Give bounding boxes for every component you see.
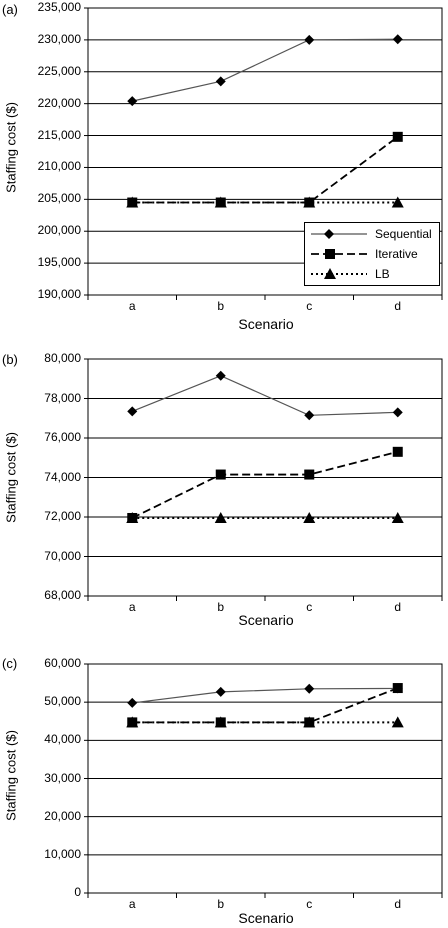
- series-sequential-point: [215, 76, 226, 87]
- y-tick-label: 235,000: [37, 0, 81, 14]
- chart-panel-a: (a) Staffing cost ($) Scenario Sequentia…: [0, 0, 448, 340]
- series-sequential-point: [215, 686, 226, 697]
- y-tick-label: 195,000: [37, 255, 81, 270]
- x-tick-label: b: [217, 897, 225, 911]
- series-sequential-point: [127, 406, 138, 417]
- y-tick-label: 20,000: [44, 808, 81, 823]
- legend-label: Sequential: [375, 227, 432, 241]
- x-tick-label: c: [306, 299, 313, 313]
- legend-swatch: [311, 229, 367, 239]
- legend-swatch: [311, 249, 367, 259]
- series-sequential-point: [127, 96, 138, 107]
- panel-label: (c): [2, 656, 18, 671]
- series-sequential-point: [392, 683, 403, 694]
- series-sequential-point: [392, 407, 403, 418]
- series-iterative-line: [132, 687, 399, 724]
- series-iterative-point: [215, 469, 226, 480]
- series-iterative-point: [127, 197, 138, 208]
- panel-label: (a): [2, 2, 18, 17]
- series-iterative-line: [131, 450, 398, 519]
- y-tick-label: 68,000: [44, 588, 81, 602]
- series-lb-point: [391, 196, 404, 208]
- y-tick-label: 215,000: [37, 127, 81, 142]
- series-iterative-point: [304, 717, 315, 728]
- legend-label: LB: [375, 267, 390, 281]
- x-axis-title: Scenario: [238, 316, 294, 332]
- chart-panel-b: (b) Staffing cost ($) Scenario 68,000 70,…: [2, 351, 443, 628]
- x-axis-title: Scenario: [238, 612, 294, 628]
- series-sequential-point: [215, 370, 226, 381]
- y-tick-label: 78,000: [44, 390, 81, 405]
- legend-item-iterative: Iterative: [305, 244, 439, 264]
- series-lb-point: [391, 511, 404, 523]
- legend-item-sequential: Sequential: [305, 224, 439, 244]
- y-tick-label: 190,000: [37, 287, 81, 301]
- plot-area: [84, 358, 443, 601]
- y-tick-label: 220,000: [37, 95, 81, 110]
- y-tick-label: 50,000: [44, 694, 81, 709]
- y-tick-label: 0: [74, 885, 81, 899]
- legend: Sequential Iterative LB: [304, 222, 440, 286]
- y-tick-label: 10,000: [44, 846, 81, 861]
- y-tick-label: 205,000: [37, 191, 81, 206]
- y-tick-label: 72,000: [44, 509, 81, 523]
- series-iterative-line: [132, 136, 399, 204]
- x-tick-label: a: [128, 299, 136, 313]
- series-sequential-point: [127, 697, 138, 708]
- series-sequential-line: [132, 687, 398, 704]
- legend-label: Iterative: [375, 247, 418, 261]
- y-tick-label: 225,000: [37, 63, 81, 78]
- x-tick-label: d: [394, 299, 402, 313]
- series-sequential-point: [304, 410, 315, 421]
- series-iterative-point: [304, 197, 315, 208]
- series-sequential-line: [132, 38, 398, 102]
- series-iterative-point: [215, 717, 226, 728]
- x-tick-label: a: [128, 600, 136, 614]
- x-tick-label: c: [306, 897, 313, 911]
- x-tick-label: d: [394, 600, 402, 614]
- series-iterative-point: [392, 131, 403, 142]
- y-tick-label: 80,000: [44, 351, 81, 365]
- x-axis-title: Scenario: [238, 910, 294, 926]
- x-tick-label: d: [394, 897, 402, 911]
- y-tick-label: 210,000: [37, 159, 81, 174]
- y-tick-label: 200,000: [37, 223, 81, 238]
- y-tick-label: 30,000: [44, 770, 81, 785]
- series-lb-point: [391, 716, 404, 728]
- plot-area: [84, 7, 443, 300]
- series-sequential-point: [304, 34, 315, 45]
- series-sequential-point: [304, 683, 315, 694]
- y-tick-label: 76,000: [44, 430, 81, 444]
- series-iterative-point: [392, 446, 403, 457]
- x-tick-label: b: [217, 600, 225, 614]
- x-tick-label: c: [306, 600, 313, 614]
- series-iterative-point: [215, 197, 226, 208]
- y-tick-label: 74,000: [44, 469, 81, 484]
- y-tick-label: 60,000: [44, 656, 81, 670]
- series-sequential-line: [132, 375, 398, 416]
- y-tick-label: 40,000: [44, 732, 81, 747]
- y-tick-label: 70,000: [44, 548, 81, 563]
- series-lb-point: [214, 511, 227, 523]
- legend-swatch: [311, 268, 367, 279]
- y-tick-label: 230,000: [37, 31, 81, 46]
- x-tick-label: a: [128, 897, 136, 911]
- series-lb-point: [303, 511, 316, 523]
- x-tick-label: b: [217, 299, 225, 313]
- series-iterative-point: [304, 469, 315, 480]
- series-sequential-point: [392, 34, 403, 45]
- panel-label: (b): [2, 352, 18, 367]
- series-iterative-point: [127, 512, 138, 523]
- series-iterative-point: [127, 717, 138, 728]
- legend-item-lb: LB: [305, 264, 439, 284]
